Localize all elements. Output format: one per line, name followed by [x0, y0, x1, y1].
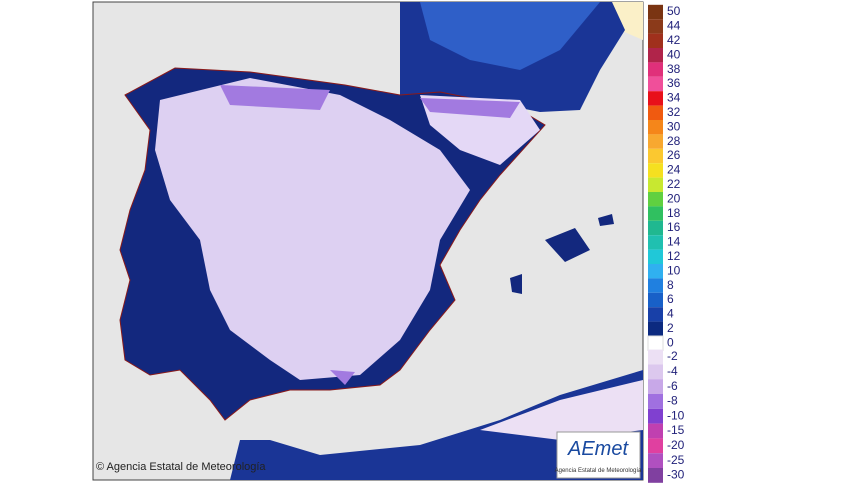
legend-label: 32 — [667, 105, 681, 119]
legend-label: 12 — [667, 249, 681, 263]
legend-swatch — [648, 192, 663, 207]
legend-swatch — [648, 278, 663, 293]
legend-label: -10 — [667, 408, 685, 422]
legend-swatch — [648, 235, 663, 250]
africa — [230, 370, 643, 480]
legend-label: -20 — [667, 438, 685, 452]
legend-label: 8 — [667, 278, 674, 292]
legend-label: 40 — [667, 47, 681, 61]
legend-swatch — [648, 206, 663, 221]
legend-label: 20 — [667, 191, 681, 205]
legend-label: 22 — [667, 177, 681, 191]
legend-label: -6 — [667, 379, 678, 393]
legend-label: -4 — [667, 364, 678, 378]
legend-swatch — [648, 19, 663, 34]
legend-swatch — [648, 249, 663, 264]
logo-box — [556, 431, 641, 479]
legend-label: 2 — [667, 321, 674, 335]
legend-swatch — [648, 292, 663, 308]
legend-label: 44 — [667, 19, 681, 33]
legend-swatch — [648, 33, 663, 48]
logo-subtitle: Agencia Estatal de Meteorología — [555, 468, 642, 474]
copyright: © Agencia Estatal de Meteorología — [96, 461, 266, 473]
legend-swatch — [648, 62, 663, 77]
legend-swatch — [648, 105, 663, 120]
legend-swatch — [648, 453, 663, 468]
legend-swatch — [648, 148, 663, 164]
legend-swatch — [648, 134, 663, 149]
balearics — [510, 214, 614, 294]
legend-label: -8 — [667, 394, 678, 408]
legend-swatch — [648, 438, 663, 454]
legend: 5044424038363432302826242220181614121086… — [647, 4, 685, 483]
legend-label: 38 — [667, 62, 681, 76]
legend-swatch — [648, 307, 663, 322]
legend-label: -2 — [667, 349, 678, 363]
legend-swatch — [647, 335, 664, 351]
cold-area — [155, 78, 470, 380]
legend-label: 34 — [667, 91, 681, 105]
legend-label: 28 — [667, 134, 681, 148]
legend-swatch — [648, 349, 663, 365]
legend-label: 0 — [667, 335, 674, 349]
map: AEmet Agencia Estatal de Meteorología © … — [92, 1, 644, 481]
legend-swatch — [648, 468, 663, 483]
legend-swatch — [648, 423, 663, 439]
logo-brand: AEmet — [567, 438, 629, 460]
legend-label: 50 — [667, 4, 681, 18]
legend-label: 24 — [667, 163, 681, 177]
legend-label: 10 — [667, 263, 681, 277]
legend-label: -30 — [667, 468, 685, 482]
legend-swatch — [648, 91, 663, 106]
legend-swatch — [648, 120, 663, 135]
legend-swatch — [648, 264, 663, 279]
legend-label: -15 — [667, 423, 685, 437]
legend-label: 4 — [667, 307, 674, 321]
legend-swatch — [648, 4, 663, 20]
legend-label: 16 — [667, 220, 681, 234]
legend-swatch — [648, 163, 663, 178]
france-warm — [420, 2, 600, 70]
legend-label: -25 — [667, 453, 685, 467]
legend-swatch — [648, 220, 663, 236]
legend-swatch — [648, 408, 663, 424]
legend-swatch — [648, 321, 663, 336]
legend-swatch — [648, 364, 663, 380]
legend-label: 18 — [667, 206, 681, 220]
legend-swatch — [648, 177, 663, 192]
legend-label: 14 — [667, 235, 681, 249]
very-cold-area — [220, 85, 520, 385]
legend-label: 42 — [667, 33, 681, 47]
legend-label: 6 — [667, 292, 674, 306]
legend-swatch — [648, 76, 663, 92]
legend-label: 36 — [667, 76, 681, 90]
legend-label: 26 — [667, 148, 681, 162]
africa-cold — [480, 380, 643, 440]
legend-label: 30 — [667, 119, 681, 133]
land-east — [612, 2, 643, 40]
legend-swatch — [648, 394, 663, 409]
legend-swatch — [648, 48, 663, 63]
legend-swatch — [648, 379, 663, 394]
